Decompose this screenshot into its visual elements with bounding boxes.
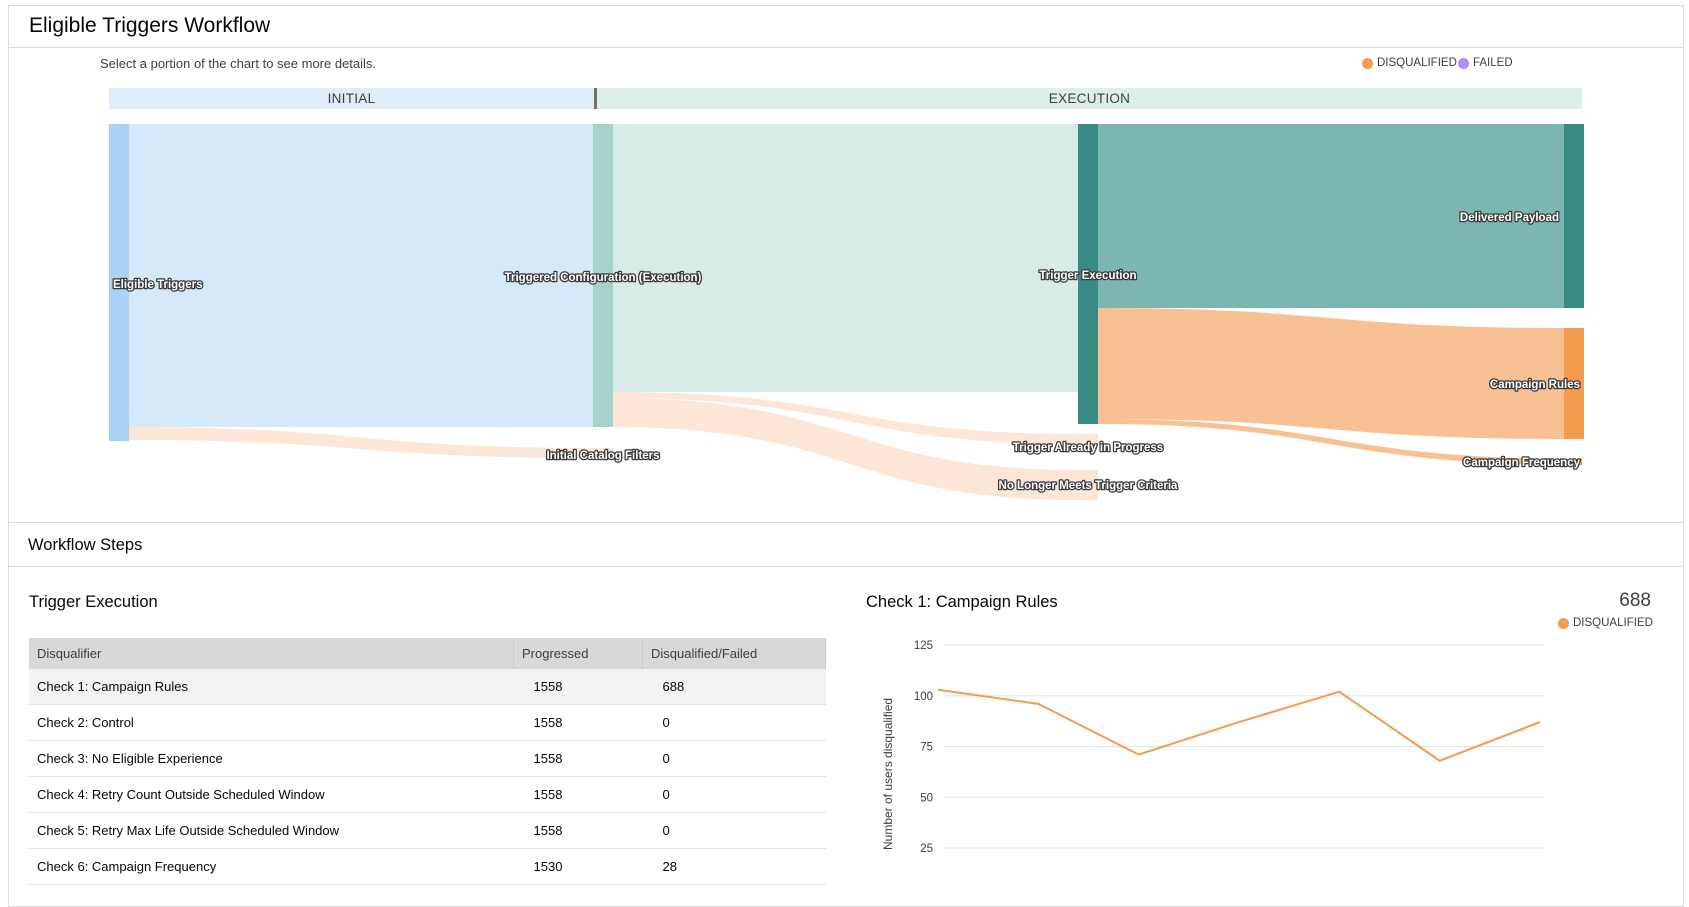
stage-divider (594, 88, 597, 109)
legend-disqualified[interactable]: DISQUALIFIED (1362, 57, 1457, 69)
label-eligible-triggers: Eligible Triggers (113, 279, 202, 291)
row-disqualified: 0 (642, 776, 826, 813)
row-disqualifier: Check 1: Campaign Rules (29, 669, 514, 705)
label-campaign-frequency: Campaign Frequency (1463, 457, 1581, 469)
page-title: Eligible Triggers Workflow (29, 14, 271, 37)
table-row[interactable]: Check 6: Campaign Frequency 1530 28 (29, 848, 826, 885)
row-disqualifier: Check 6: Campaign Frequency (29, 848, 514, 885)
table-header-row: Disqualifier Progressed Disqualified/Fai… (29, 638, 826, 669)
chart-hint: Select a portion of the chart to see mor… (100, 56, 377, 71)
row-disqualified: 28 (642, 848, 826, 885)
flow-config-to-no-longer-meets[interactable] (613, 398, 1078, 500)
node-triggered-configuration[interactable] (593, 124, 613, 427)
table-row[interactable]: Check 4: Retry Count Outside Scheduled W… (29, 776, 826, 813)
node-campaign-frequency[interactable] (1564, 459, 1582, 465)
column-header-disqualifier[interactable]: Disqualifier (29, 638, 514, 669)
detail-chart-total: 688 (1619, 590, 1651, 611)
node-trigger-already-in-progress[interactable] (1078, 434, 1098, 444)
table-title: Trigger Execution (29, 593, 158, 611)
table-row[interactable]: Check 3: No Eligible Experience 1558 0 (29, 740, 826, 777)
label-triggered-configuration: Triggered Configuration (Execution) (505, 272, 702, 284)
column-header-disqualified-failed[interactable]: Disqualified/Failed (642, 638, 826, 669)
flow-config-to-already-in-progress[interactable] (613, 392, 1078, 444)
node-initial-catalog-filters[interactable] (593, 448, 613, 458)
detail-chart-title: Check 1: Campaign Rules (866, 593, 1058, 611)
y-tick-label: 125 (914, 640, 933, 652)
label-no-longer-meets: No Longer Meets Trigger Criteria (999, 480, 1179, 492)
row-progressed: 1558 (513, 776, 643, 813)
row-progressed: 1558 (513, 812, 643, 849)
row-progressed: 1558 (513, 669, 643, 705)
y-axis-title: Number of users disqualified (881, 698, 895, 850)
legend-failed-label: FAILED (1473, 57, 1513, 69)
series-line-disqualified[interactable] (937, 688, 1541, 762)
detail-disqualified-dot-icon (1558, 617, 1569, 629)
disqualified-line-chart: 25 50 75 100 125 Number of users disqualifie… (881, 640, 1544, 855)
label-initial-catalog-filters: Initial Catalog Filters (546, 450, 659, 462)
detail-legend-disqualified[interactable]: DISQUALIFIED (1558, 617, 1653, 629)
label-delivered-payload: Delivered Payload (1460, 212, 1559, 224)
y-tick-label: 50 (920, 792, 933, 804)
column-header-progressed[interactable]: Progressed (513, 638, 643, 669)
flow-execution-to-campaign-frequency[interactable] (1098, 419, 1582, 465)
row-disqualified: 0 (642, 740, 826, 777)
detail-legend-label: DISQUALIFIED (1573, 617, 1653, 629)
table-row[interactable]: Check 5: Retry Max Life Outside Schedule… (29, 812, 826, 849)
node-eligible-triggers[interactable] (109, 124, 129, 441)
row-disqualifier: Check 5: Retry Max Life Outside Schedule… (29, 812, 514, 849)
y-tick-label: 25 (920, 843, 933, 855)
label-campaign-rules: Campaign Rules (1490, 379, 1580, 391)
failed-dot-icon (1458, 57, 1469, 69)
sankey-chart: Eligible Triggers Triggered Configuratio… (109, 124, 1584, 500)
y-tick-label: 75 (920, 742, 933, 754)
row-disqualifier: Check 3: No Eligible Experience (29, 740, 514, 777)
flow-config-to-execution[interactable] (613, 124, 1078, 392)
row-disqualifier: Check 2: Control (29, 704, 514, 741)
flow-eligible-to-config[interactable] (129, 124, 593, 427)
row-disqualifier: Check 4: Retry Count Outside Scheduled W… (29, 776, 514, 813)
node-campaign-rules[interactable] (1564, 328, 1584, 439)
workflow-steps-title: Workflow Steps (28, 536, 143, 554)
disqualified-dot-icon (1362, 57, 1373, 69)
workflow-panel-header: Eligible Triggers Workflow (9, 6, 1683, 48)
legend-disqualified-label: DISQUALIFIED (1377, 57, 1457, 69)
table-row[interactable]: Check 2: Control 1558 0 (29, 704, 826, 741)
workflow-steps-header: Workflow Steps (8, 522, 1684, 567)
node-no-longer-meets[interactable] (1078, 470, 1098, 500)
row-disqualified: 0 (642, 704, 826, 741)
table-row[interactable]: Check 1: Campaign Rules 1558 688 (29, 669, 826, 705)
disqualifier-table: Disqualifier Progressed Disqualified/Fai… (29, 638, 826, 885)
y-tick-label: 100 (914, 691, 933, 703)
label-trigger-already-in-progress: Trigger Already in Progress (1013, 442, 1163, 454)
stage-execution[interactable]: EXECUTION (597, 88, 1582, 109)
flow-eligible-to-catalog-filters[interactable] (129, 427, 593, 458)
stage-initial[interactable]: INITIAL (109, 88, 594, 109)
row-progressed: 1530 (513, 848, 643, 885)
row-disqualified: 0 (642, 812, 826, 849)
row-progressed: 1558 (513, 704, 643, 741)
flow-execution-to-campaign-rules[interactable] (1098, 308, 1564, 439)
row-disqualified: 688 (642, 669, 826, 705)
flow-execution-to-delivered[interactable] (1098, 124, 1564, 308)
node-delivered-payload[interactable] (1564, 124, 1584, 308)
node-trigger-execution[interactable] (1078, 124, 1098, 424)
label-trigger-execution: Trigger Execution (1039, 270, 1136, 282)
row-progressed: 1558 (513, 740, 643, 777)
legend-failed[interactable]: FAILED (1458, 57, 1513, 69)
